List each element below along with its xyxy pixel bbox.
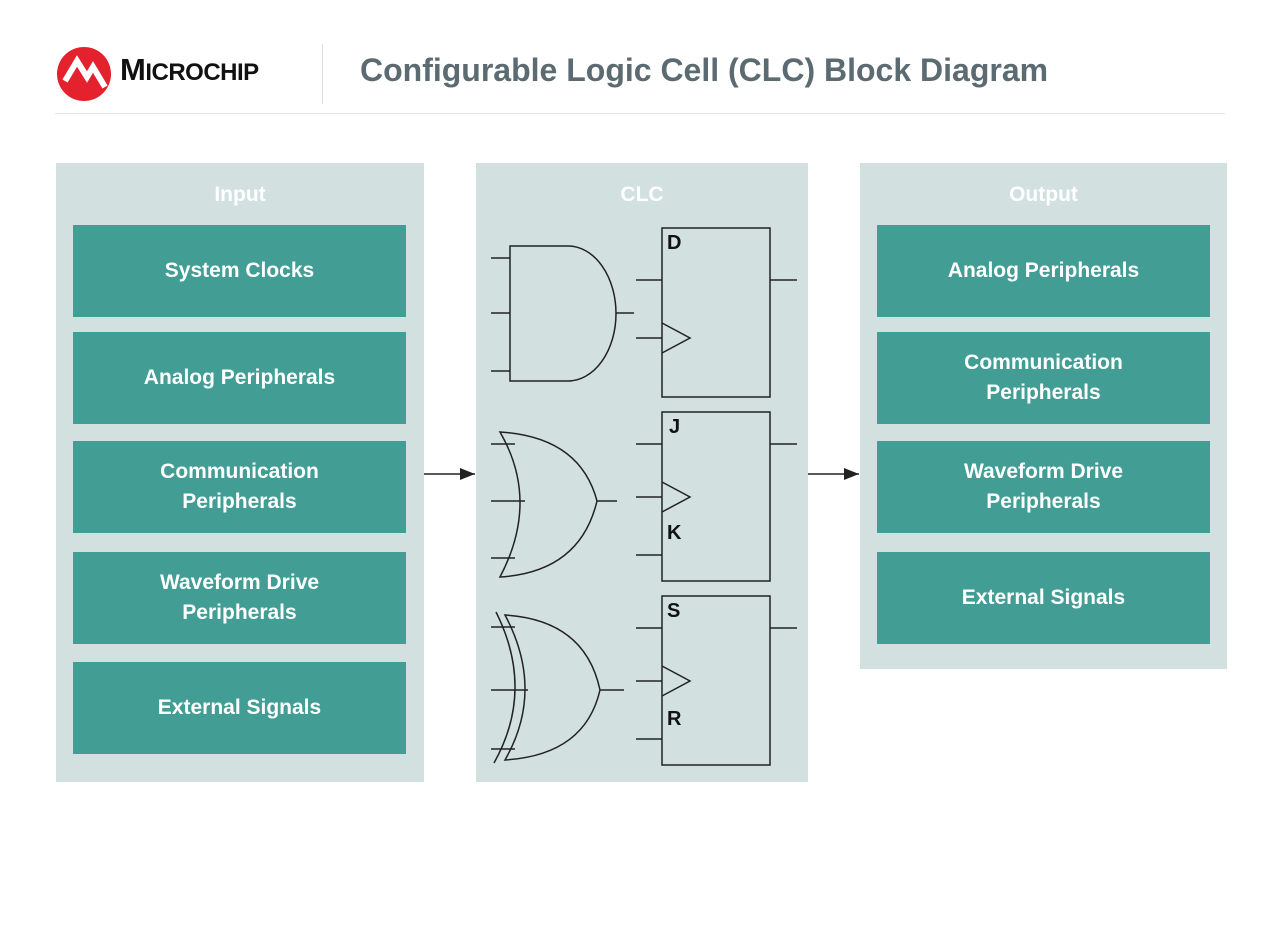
input-title: Input: [214, 183, 266, 206]
logo-text: MICROCHIP: [120, 52, 259, 87]
r-label: R: [667, 708, 682, 730]
clc-panel: CLC: [476, 163, 808, 782]
input-item: Waveform Drive Peripherals: [73, 552, 406, 644]
output-item: Communication Peripherals: [877, 332, 1210, 424]
page-title: Configurable Logic Cell (CLC) Block Diag…: [360, 52, 1049, 88]
output-title: Output: [1009, 183, 1078, 206]
xor-gate-icon: [491, 611, 624, 764]
d-flipflop-icon: [636, 227, 797, 398]
clc-title: CLC: [620, 183, 664, 206]
jk-flipflop-icon: [636, 411, 797, 582]
s-label: S: [667, 600, 680, 622]
microchip-logo-icon: [57, 47, 111, 101]
output-item: Waveform Drive Peripherals: [877, 441, 1210, 533]
output-item: External Signals: [877, 552, 1210, 644]
output-item: Analog Peripherals: [877, 225, 1210, 317]
input-panel: Input System Clocks Analog Peripherals C…: [56, 163, 424, 782]
d-label: D: [667, 232, 681, 254]
k-label: K: [667, 522, 682, 544]
or-gate-icon: [491, 431, 617, 578]
input-item: Analog Peripherals: [73, 332, 406, 424]
header-rule: [55, 113, 1225, 114]
j-label: J: [669, 416, 680, 438]
header-divider: [322, 44, 323, 104]
input-item: External Signals: [73, 662, 406, 754]
input-item: Communication Peripherals: [73, 441, 406, 533]
input-item: System Clocks: [73, 225, 406, 317]
and-gate-icon: [491, 245, 634, 382]
output-panel: Output Analog Peripherals Communication …: [860, 163, 1227, 669]
sr-flipflop-icon: [636, 595, 797, 766]
